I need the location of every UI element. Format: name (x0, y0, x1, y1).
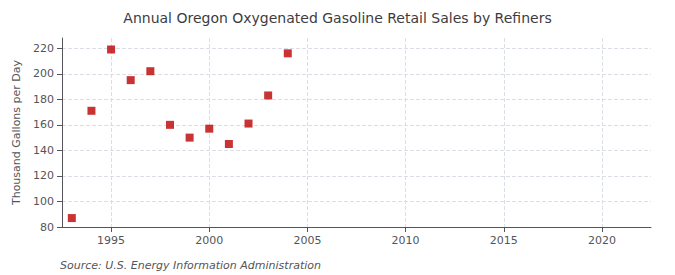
svg-text:Source: U.S. Energy Informatio: Source: U.S. Energy Information Administ… (60, 259, 321, 272)
svg-text:140: 140 (33, 144, 54, 157)
svg-text:2005: 2005 (293, 234, 321, 247)
svg-text:1995: 1995 (97, 234, 125, 247)
svg-text:200: 200 (33, 67, 54, 80)
svg-text:Annual Oregon Oxygenated Gasol: Annual Oregon Oxygenated Gasoline Retail… (123, 10, 551, 26)
svg-text:180: 180 (33, 93, 54, 106)
svg-text:220: 220 (33, 42, 54, 55)
svg-text:100: 100 (33, 195, 54, 208)
svg-text:2015: 2015 (490, 234, 518, 247)
svg-text:80: 80 (40, 221, 54, 234)
svg-text:160: 160 (33, 118, 54, 131)
svg-text:120: 120 (33, 169, 54, 182)
svg-text:2020: 2020 (588, 234, 616, 247)
svg-text:2010: 2010 (392, 234, 420, 247)
svg-text:2000: 2000 (195, 234, 223, 247)
svg-text:Thousand Gallons per Day: Thousand Gallons per Day (10, 59, 23, 206)
